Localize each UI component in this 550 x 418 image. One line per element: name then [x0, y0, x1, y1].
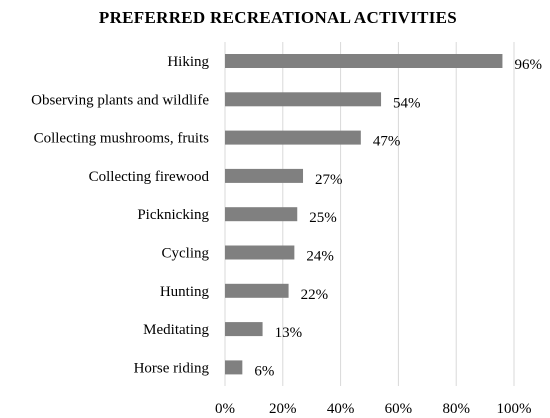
x-tick-label: 100% — [497, 401, 532, 417]
bar — [225, 360, 243, 375]
bar — [225, 245, 295, 260]
category-label: Picknicking — [137, 207, 209, 223]
value-label: 6% — [254, 363, 274, 379]
category-label: Hunting — [160, 284, 210, 300]
value-label: 47% — [373, 134, 401, 150]
value-label: 24% — [306, 249, 334, 265]
category-label: Cycling — [162, 246, 210, 262]
value-label: 25% — [309, 210, 337, 226]
value-label: 54% — [393, 95, 421, 111]
bar — [225, 130, 361, 145]
category-label: Observing plants and wildlife — [31, 92, 209, 108]
bar — [225, 92, 382, 107]
value-labels: 96% 54% 47% 27% 25% 24% 22% 13% 6% — [254, 57, 542, 379]
category-label: Meditating — [143, 322, 209, 338]
x-tick-label: 40% — [327, 401, 355, 417]
bars — [225, 54, 503, 375]
x-tick-label: 80% — [442, 401, 470, 417]
category-label: Hiking — [167, 54, 209, 70]
bar — [225, 322, 263, 337]
x-tick-label: 60% — [385, 401, 413, 417]
category-labels: Hiking Observing plants and wildlife Colle… — [31, 54, 209, 376]
x-axis-ticks: 0% 20% 40% 60% 80% 100% — [215, 401, 532, 417]
bar — [225, 168, 304, 183]
value-label: 96% — [514, 57, 542, 73]
bar — [225, 54, 503, 68]
category-label: Horse riding — [134, 360, 210, 376]
value-label: 22% — [301, 287, 329, 303]
x-tick-label: 0% — [215, 401, 235, 417]
x-tick-label: 20% — [269, 401, 297, 417]
value-label: 27% — [315, 172, 343, 188]
bar — [225, 207, 298, 222]
bar — [225, 283, 289, 298]
category-label: Collecting mushrooms, fruits — [34, 131, 210, 147]
category-label: Collecting firewood — [89, 169, 210, 185]
chart-title: PREFERRED RECREATIONAL ACTIVITIES — [99, 8, 457, 27]
value-label: 13% — [275, 325, 303, 341]
